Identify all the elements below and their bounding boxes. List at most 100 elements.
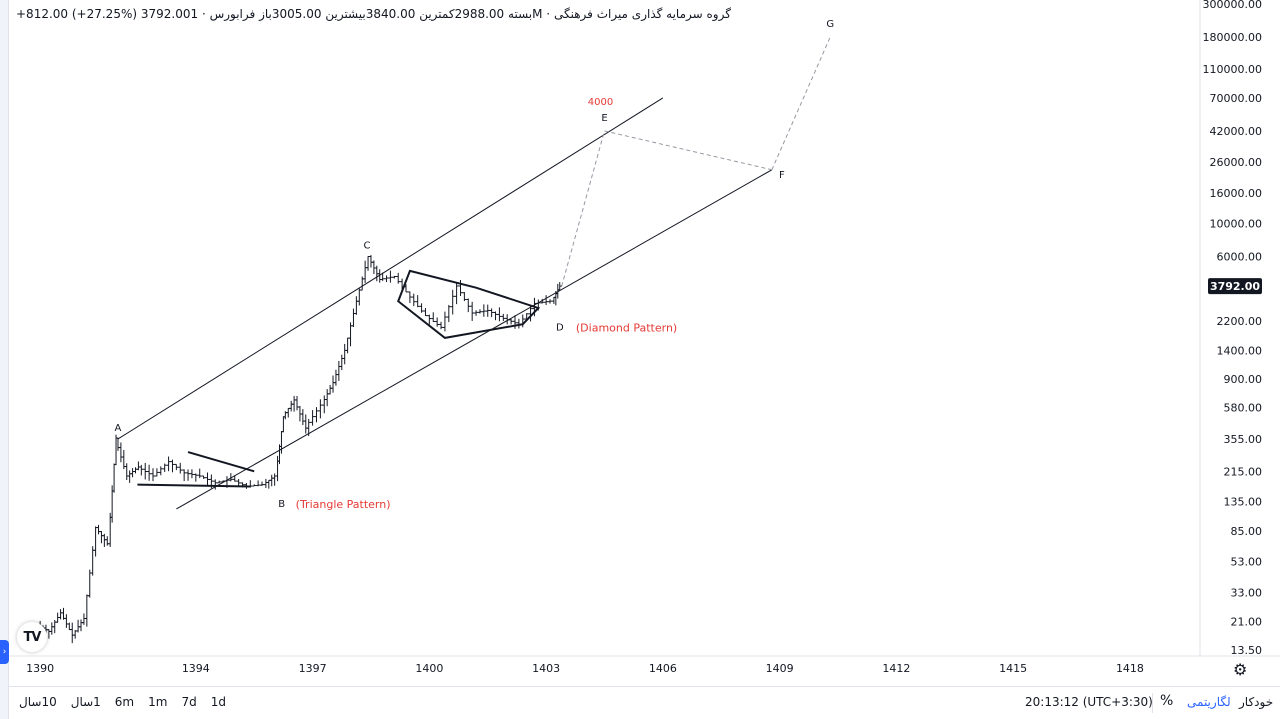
ohlc-bar [178,462,183,474]
ohlc-bar [557,282,562,291]
ohlc-bar [166,456,171,472]
ohlc-bar [411,293,416,307]
ohlc-bar [466,298,471,313]
ohlc-bar [415,295,420,308]
auto-scale-toggle[interactable]: خودکار [1239,695,1274,709]
period-7d-button[interactable]: 7d [181,695,197,709]
ohlc-bar [384,275,389,283]
gear-icon[interactable]: ⚙ [1233,660,1248,679]
period-selector: 1d 7d 1m 6m 1سال 10سال [19,695,226,709]
ohlc-bar [189,469,194,479]
toolbar-divider [1152,693,1153,713]
tradingview-logo-icon[interactable]: TV [17,622,47,652]
ohlc-bar [205,472,210,486]
ohlc-bar [446,304,451,323]
diamond-pattern-label: (Diamond Pattern) [576,321,677,334]
ohlc-bar [281,416,286,433]
ohlc-bar [99,530,104,544]
price-tick-label: 26000.00 [1210,156,1263,169]
ohlc-bar [79,619,84,632]
target-price-label: 4000 [588,97,613,108]
ohlc-bar [266,479,271,489]
ohlc-bar [295,395,300,411]
log-scale-toggle[interactable]: لگاریتمی [1187,695,1231,709]
ohlc-bar [363,260,368,283]
wave-label-f: F [779,170,785,181]
ohlc-bar [201,475,206,479]
ohlc-bar [87,569,92,598]
ohlc-bar [143,462,148,480]
ohlc-bar [331,375,336,393]
period-1m-button[interactable]: 1m [148,695,168,709]
ohlc-bar [481,304,486,317]
ohlc-bar [252,484,257,487]
time-tick-label: 1400 [415,662,443,675]
header-open-label: باز [259,7,272,21]
ohlc-bar [342,343,347,365]
ohlc-bar [388,270,393,283]
ohlc-bar [493,311,498,321]
ohlc-bar [269,474,274,487]
ohlc-bar [114,434,119,466]
ohlc-bar [130,468,135,478]
ohlc-bar [213,479,218,490]
time-tick-label: 1412 [882,662,910,675]
ohlc-bar [272,473,277,486]
ohlc-bar [380,272,385,281]
header-exchange[interactable]: فرابورس [209,7,256,21]
price-tick-label: 33.00 [1231,586,1263,599]
ohlc-bar [328,384,333,395]
expand-panel-icon[interactable]: › [0,640,9,664]
ohlc-bar [61,607,66,620]
ohlc-bar [371,260,376,275]
ohlc-bar [174,463,179,471]
period-1d-button[interactable]: 1d [210,695,226,709]
header-symbol-title[interactable]: گروه سرمایه گذاری میراث فرهنگی [553,7,731,21]
time-tick-label: 1394 [182,662,210,675]
period-10y-button[interactable]: 10سال [19,695,57,709]
ohlc-bar [115,437,120,451]
projection-segment [771,36,831,170]
channel-lower-line [176,169,773,510]
ohlc-bar [509,318,514,325]
ohlc-bar [431,312,436,323]
ohlc-bar [351,308,356,328]
bottom-toolbar: 1d 7d 1m 6m 1سال 10سال 20:13:12 (UTC+3:3… [9,686,1280,719]
price-tick-label: 70000.00 [1210,92,1263,105]
ohlc-bar [277,444,282,465]
ohlc-bar [419,303,424,313]
time-tick-label: 1397 [299,662,327,675]
ohlc-bar [516,318,521,329]
ohlc-bar [127,470,132,483]
ohlc-bar [58,609,63,620]
price-tick-label: 135.00 [1224,495,1263,508]
header-close-label: بسته [508,7,533,21]
ohlc-bar [259,481,264,486]
ohlc-bar [439,321,444,330]
header-low-label: کمترین [419,7,455,21]
price-tick-label: 85.00 [1231,525,1263,538]
price-tick-label: 355.00 [1224,433,1263,446]
ohlc-bar [544,295,549,305]
header-interval[interactable]: 1M [190,7,543,21]
time-tick-label: 1409 [766,662,794,675]
wave-label-b: B [278,499,285,510]
ohlc-bar [458,280,463,297]
period-6m-button[interactable]: 6m [114,695,135,709]
ohlc-bar [158,466,163,476]
price-tick-label: 1400.00 [1217,344,1263,357]
time-tick-label: 1390 [26,662,54,675]
period-1y-button[interactable]: 1سال [70,695,101,709]
wave-label-d: D [556,322,564,333]
ohlc-bar [450,289,455,315]
percent-scale-toggle[interactable]: % [1160,693,1174,709]
ohlc-bar [310,410,315,426]
ohlc-bar [354,296,359,315]
ohlc-bar [289,400,294,412]
clock-readout[interactable]: 20:13:12 (UTC+3:30) [1025,695,1153,709]
ohlc-bar [345,337,350,354]
ohlc-bar [118,442,123,463]
ohlc-bar [392,275,397,279]
